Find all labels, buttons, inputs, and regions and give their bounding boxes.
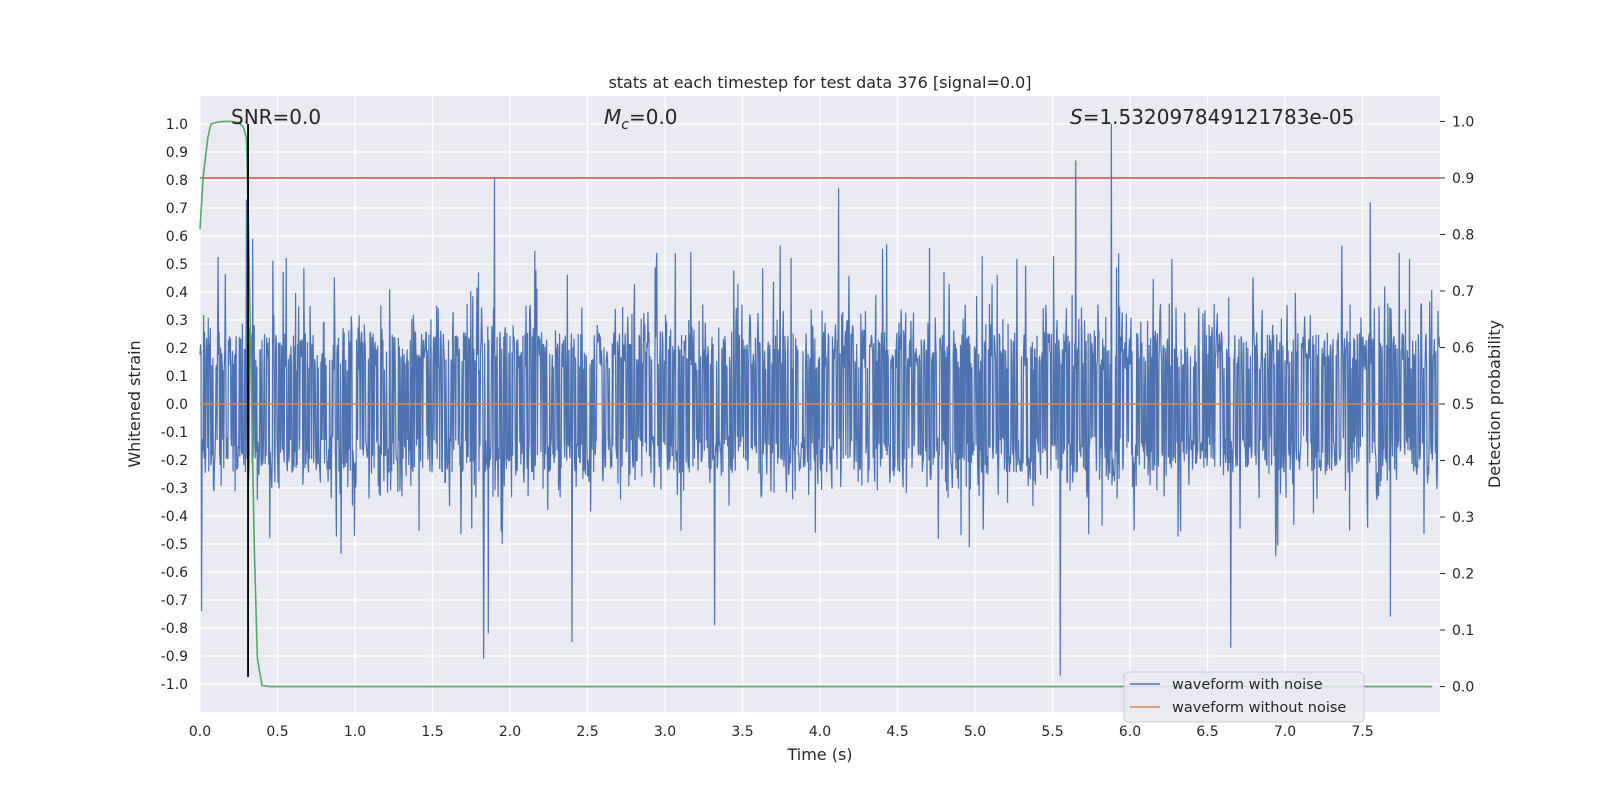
y-tick-label: -0.1: [161, 425, 188, 441]
y2-tick-label: 0.0: [1452, 680, 1474, 696]
y-tick-label: -0.6: [161, 565, 188, 581]
x-tick-label: 2.5: [576, 724, 598, 740]
y-tick-label: -1.0: [161, 677, 188, 693]
y2-tick-label: 0.1: [1452, 623, 1474, 639]
y2-tick-label: 0.8: [1452, 227, 1474, 243]
chart-title: stats at each timestep for test data 376…: [608, 73, 1031, 92]
mc-annotation: Mc=0.0: [604, 105, 678, 133]
y-tick-label: 0.8: [166, 173, 188, 189]
y-tick-label: -0.8: [161, 621, 188, 637]
y-tick-label: 0.5: [166, 257, 188, 273]
x-tick-label: 5.5: [1041, 724, 1063, 740]
y-tick-label: 0.7: [166, 201, 188, 217]
x-tick-label: 3.5: [731, 724, 753, 740]
x-tick-label: 0.5: [266, 724, 288, 740]
y-tick-label: 0.1: [166, 369, 188, 385]
y-tick-label: -0.2: [161, 453, 188, 469]
y2-tick-label: 0.7: [1452, 284, 1474, 300]
s-value: =1.532097849121783e-05: [1083, 105, 1355, 129]
series-waveform-with-noise: [199, 123, 1441, 676]
x-tick-label: 7.0: [1274, 724, 1296, 740]
x-tick-label: 1.0: [344, 724, 366, 740]
legend-label-noise: waveform with noise: [1172, 677, 1323, 693]
y-tick-label: 0.0: [166, 397, 188, 413]
y2-axis-label: Detection probability: [1485, 320, 1504, 488]
legend: waveform with noise waveform without noi…: [1123, 671, 1365, 723]
x-axis-ticks: 0.0 0.5 1.0 1.5 2.0 2.5 3.0 3.5 4.0 4.5 5.0 5.5 6.0 6…: [189, 724, 1374, 740]
y-tick-label: -0.4: [161, 509, 188, 525]
x-tick-label: 4.5: [886, 724, 908, 740]
y-tick-label: 1.0: [166, 117, 188, 133]
x-tick-label: 6.5: [1196, 724, 1218, 740]
y-tick-label: 0.3: [166, 313, 188, 329]
y2-tick-label: 1.0: [1452, 114, 1474, 130]
y-tick-label: -0.9: [161, 649, 188, 665]
x-axis-label: Time (s): [786, 745, 852, 764]
y-tick-label: 0.6: [166, 229, 188, 245]
y2-tick-label: 0.6: [1452, 340, 1474, 356]
noise-waveform-line: [199, 123, 1441, 676]
y-tick-label: -0.5: [161, 537, 188, 553]
y-axis-ticks: 1.0 0.9 0.8 0.7 0.6 0.5 0.4 0.3 0.2 0.1 0.0 -0.1 -0.…: [161, 117, 188, 693]
legend-label-clean: waveform without noise: [1172, 700, 1346, 716]
snr-annotation: SNR=0.0: [231, 105, 321, 129]
y-tick-label: 0.9: [166, 145, 188, 161]
x-tick-label: 1.5: [421, 724, 443, 740]
x-tick-label: 7.5: [1351, 724, 1373, 740]
mc-value: =0.0: [629, 105, 678, 129]
y-tick-label: 0.2: [166, 341, 188, 357]
x-tick-label: 4.0: [809, 724, 831, 740]
x-tick-label: 0.0: [189, 724, 211, 740]
y2-tick-label: 0.4: [1452, 454, 1474, 470]
y2-tick-label: 0.9: [1452, 171, 1474, 187]
mc-symbol: M: [604, 105, 621, 129]
x-tick-label: 3.0: [654, 724, 676, 740]
y-tick-label: -0.3: [161, 481, 188, 497]
s-annotation: S=1.532097849121783e-05: [1070, 105, 1354, 129]
legend-box: [1123, 671, 1365, 723]
y-axis-label: Whitened strain: [125, 340, 144, 467]
x-tick-label: 5.0: [964, 724, 986, 740]
y2-tick-label: 0.2: [1452, 567, 1474, 583]
mc-subscript: c: [621, 117, 629, 133]
x-tick-label: 6.0: [1119, 724, 1141, 740]
y2-tick-label: 0.5: [1452, 397, 1474, 413]
y-tick-label: 0.4: [166, 285, 188, 301]
y-tick-label: -0.7: [161, 593, 188, 609]
y2-tick-label: 0.3: [1452, 510, 1474, 526]
s-symbol: S: [1070, 105, 1083, 129]
y2-axis-ticks: 1.0 0.9 0.8 0.7 0.6 0.5 0.4 0.3 0.2 0.1 0.0: [1440, 114, 1474, 696]
x-tick-label: 2.0: [499, 724, 521, 740]
